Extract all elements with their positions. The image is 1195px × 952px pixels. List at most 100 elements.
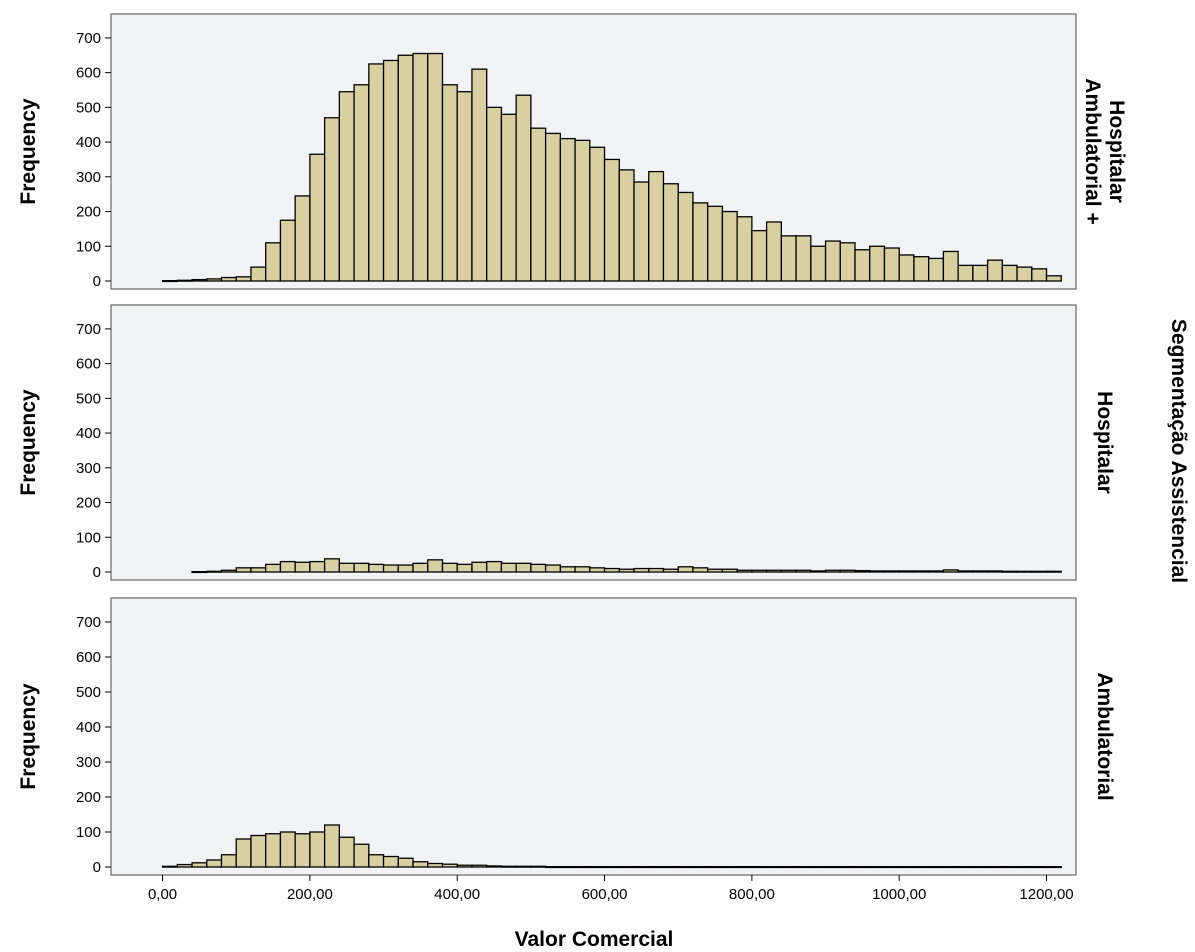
histogram-bar (898, 254, 915, 282)
histogram-bar (353, 84, 370, 282)
histogram-bar (677, 866, 694, 869)
panel-label: Ambulatorial (1093, 672, 1116, 800)
histogram-bar (176, 863, 193, 868)
histogram-bar (1031, 268, 1048, 282)
histogram-bar (633, 181, 650, 282)
panel-variable-title: Segmentação Assistencial (1167, 319, 1190, 583)
histogram-bar (530, 127, 547, 282)
histogram-bar (309, 560, 326, 573)
y-tick-label: 200 (76, 495, 101, 512)
histogram-bar (471, 68, 488, 282)
histogram-bar (161, 865, 178, 868)
histogram-bar (559, 137, 576, 282)
histogram-bar (707, 205, 724, 282)
histogram-bar (633, 567, 650, 573)
y-tick-label: 0 (93, 273, 101, 290)
y-tick-label: 100 (76, 824, 101, 841)
histogram-bar (427, 862, 444, 868)
histogram-bar (368, 563, 385, 573)
histogram-bar (957, 570, 974, 573)
histogram-bar (869, 866, 886, 869)
histogram-bar (839, 866, 856, 869)
histogram-bar (898, 866, 915, 869)
histogram-bar (323, 558, 341, 573)
panel-2: 0 100 200 300 400 500 600 700 Frequency Hospitala… (17, 304, 1116, 581)
histogram-bar (633, 866, 650, 869)
x-tick-label: 600,00 (582, 886, 628, 903)
histogram-bar (191, 571, 208, 574)
bars (191, 558, 1062, 574)
histogram-bar (721, 568, 738, 573)
histogram-bar (692, 202, 709, 282)
histogram-bar (412, 562, 429, 573)
histogram-bar (456, 864, 473, 868)
histogram-bar (972, 264, 989, 282)
histogram-bar (515, 562, 532, 573)
histogram-bar (338, 836, 355, 868)
histogram-bar (279, 560, 296, 573)
histogram-bar (559, 566, 576, 573)
histogram-bar (942, 569, 959, 573)
histogram-bar (574, 866, 591, 869)
histogram-bar (427, 52, 444, 282)
histogram-bar (928, 570, 945, 573)
x-tick-label: 1000,00 (872, 886, 926, 903)
histogram-bar (765, 866, 782, 869)
histogram-bar (486, 865, 503, 868)
histogram-bar (883, 866, 900, 869)
histogram-bar (220, 854, 237, 868)
histogram-bar (648, 866, 665, 869)
histogram-bar (795, 235, 812, 282)
histogram-bar (397, 857, 414, 868)
histogram-bar (898, 570, 915, 573)
histogram-bar (677, 566, 694, 573)
histogram-bar (309, 831, 326, 868)
y-tick-label: 400 (76, 719, 101, 736)
histogram-bar (692, 866, 709, 869)
histogram-bar (250, 567, 267, 573)
panel-background (110, 597, 1077, 876)
y-tick-label: 400 (76, 134, 101, 151)
y-tick-label: 600 (76, 356, 101, 373)
histogram-bar (662, 568, 679, 573)
y-tick-label: 600 (76, 65, 101, 82)
histogram-bar (1016, 866, 1033, 869)
y-tick-label: 500 (76, 390, 101, 407)
histogram-bar (530, 865, 547, 868)
x-tick-label: 400,00 (434, 886, 480, 903)
histogram-bar (382, 564, 399, 573)
histogram-bar (972, 570, 989, 573)
y-tick-label: 300 (76, 754, 101, 771)
histogram-bar (235, 276, 252, 282)
panel-background (110, 304, 1077, 581)
histogram-bar (353, 843, 370, 868)
histogram-bar (913, 570, 930, 573)
histogram-bar (810, 245, 827, 282)
histogram-bar (751, 866, 768, 869)
y-tick-label: 100 (76, 238, 101, 255)
x-tick-label: 0,00 (148, 886, 177, 903)
x-axis-title: Valor Comercial (515, 928, 674, 951)
histogram-bar (456, 91, 473, 282)
histogram-bar (574, 566, 591, 573)
y-tick-label: 400 (76, 425, 101, 442)
histogram-bar (707, 568, 724, 573)
y-axis-title: Frequency (17, 683, 40, 790)
histogram-bar (397, 564, 414, 573)
histogram-bar (957, 866, 974, 869)
histogram-bar (589, 866, 606, 869)
histogram-bar (544, 132, 562, 282)
histogram-bar (265, 833, 282, 868)
histogram-bar (338, 562, 355, 573)
bars (161, 824, 1062, 869)
histogram-bar (824, 866, 841, 869)
y-tick-label: 700 (76, 614, 101, 631)
histogram-bar (795, 866, 812, 869)
histogram-bar (1045, 570, 1062, 573)
histogram-bar (294, 561, 311, 573)
histogram-bar (441, 84, 458, 282)
histogram-bar (559, 866, 576, 869)
histogram-bar (412, 52, 429, 282)
histogram-bar (928, 866, 945, 869)
